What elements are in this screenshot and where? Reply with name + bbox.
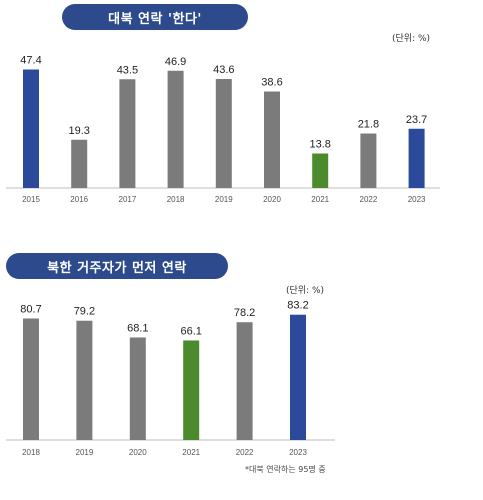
bar-2021: [312, 153, 329, 188]
chart2-plot: 80.7 2018 79.2 2019 68.1 2020 66.1 2021 78.2 2022…: [6, 300, 335, 457]
bar-2020: [264, 91, 280, 188]
chart1-plot: 47.4 2015 19.3 2016 43.5 2017 46.9 2018 43.6 2019…: [6, 55, 440, 204]
value-label-2021: 13.8: [309, 139, 330, 151]
bar-2018: [23, 318, 39, 440]
bar-2022: [236, 322, 253, 440]
bar-2019: [215, 79, 232, 188]
tick-label-2017: 2017: [119, 195, 137, 204]
value-label-2019: 79.2: [74, 306, 95, 318]
value-label-2019: 43.6: [213, 64, 234, 76]
chart1-unit: (단위: %): [392, 34, 431, 44]
value-label-2022: 21.8: [358, 119, 379, 131]
bar-2015: [23, 69, 39, 188]
bar-2019: [76, 320, 93, 440]
value-label-2017: 43.5: [117, 64, 138, 76]
bar-2017: [119, 79, 136, 188]
bar-2022: [360, 133, 377, 188]
tick-label-2016: 2016: [70, 195, 88, 204]
tick-label-2023: 2023: [408, 195, 426, 204]
tick-label-2015: 2015: [22, 195, 40, 204]
value-label-2020: 68.1: [127, 322, 148, 334]
value-label-2022: 78.2: [234, 307, 255, 319]
value-label-2023: 83.2: [287, 300, 308, 312]
tick-label-2019: 2019: [215, 195, 233, 204]
bar-2023: [290, 314, 306, 440]
bar-2021: [183, 340, 200, 440]
value-label-2016: 19.3: [68, 125, 89, 137]
bar-2018: [167, 70, 184, 188]
tick-label-2021: 2021: [182, 448, 200, 457]
value-label-2021: 66.1: [180, 325, 201, 337]
chart1-title: 대북 연락 '한다': [62, 4, 248, 30]
tick-label-2021: 2021: [311, 195, 329, 204]
tick-label-2022: 2022: [236, 448, 254, 457]
chart2-unit: (단위: %): [286, 286, 325, 296]
value-label-2020: 38.6: [261, 77, 282, 89]
bar-2020: [129, 337, 146, 440]
value-label-2023: 23.7: [406, 114, 427, 126]
value-label-2018: 46.9: [165, 56, 186, 68]
value-label-2018: 80.7: [20, 303, 41, 315]
tick-label-2019: 2019: [76, 448, 94, 457]
tick-label-2020: 2020: [263, 195, 281, 204]
bar-2023: [408, 128, 425, 188]
value-label-2015: 47.4: [20, 55, 41, 67]
tick-label-2018: 2018: [22, 448, 40, 457]
tick-label-2020: 2020: [129, 448, 147, 457]
tick-label-2023: 2023: [289, 448, 307, 457]
chart2-note: *대북 연락하는 95명 중: [245, 465, 326, 474]
tick-label-2018: 2018: [167, 195, 185, 204]
tick-label-2022: 2022: [360, 195, 378, 204]
bar-2016: [71, 139, 88, 188]
chart2-title: 북한 거주자가 먼저 연락: [6, 253, 228, 279]
